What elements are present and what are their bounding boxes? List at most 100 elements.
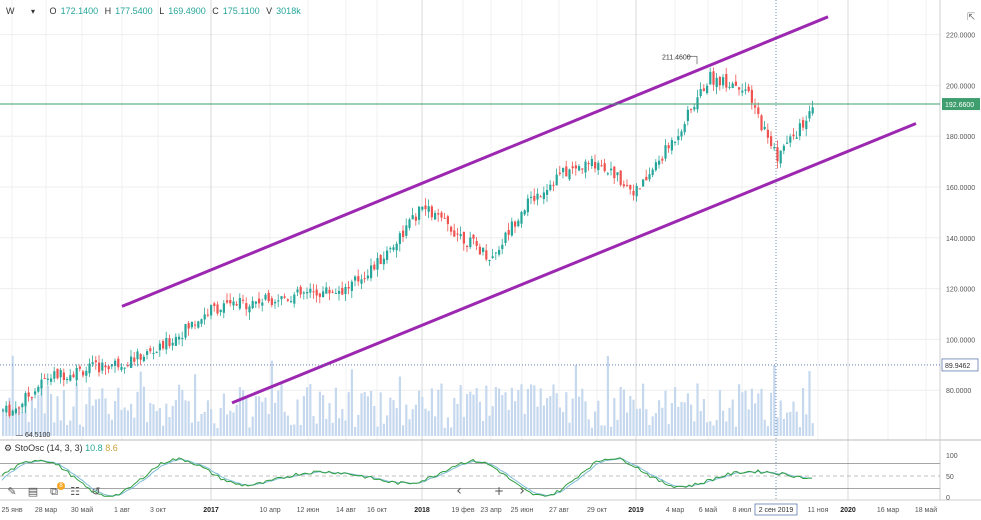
time-axis-label: 2017 bbox=[203, 507, 219, 514]
volume-bar bbox=[494, 387, 497, 436]
volume-bar bbox=[792, 401, 795, 436]
candle-body bbox=[760, 115, 763, 131]
volume-bar bbox=[517, 390, 520, 436]
volume-bar bbox=[549, 396, 552, 436]
volume-bar bbox=[462, 416, 465, 436]
pencil-icon[interactable]: ✎ bbox=[7, 485, 17, 498]
candle-body bbox=[578, 166, 581, 171]
volume-bar bbox=[802, 387, 805, 436]
candle-body bbox=[446, 216, 449, 225]
candle-body bbox=[792, 134, 795, 137]
candle-body bbox=[584, 161, 587, 173]
volume-bar bbox=[677, 406, 680, 436]
candle-body bbox=[219, 309, 222, 313]
osc-scale-label: 50 bbox=[946, 474, 954, 481]
volume-bar bbox=[126, 410, 129, 436]
candle-body bbox=[27, 392, 30, 397]
candle-body bbox=[459, 234, 462, 237]
scroll-left-button[interactable]: ‹ bbox=[456, 483, 462, 499]
volume-bar bbox=[574, 364, 577, 436]
expand-icon[interactable]: ⇱ bbox=[967, 12, 976, 23]
candle-body bbox=[453, 230, 456, 237]
volume-bar bbox=[370, 390, 373, 436]
chevron-down-icon[interactable]: ▾ bbox=[31, 7, 36, 16]
volume-bar bbox=[690, 404, 693, 436]
time-axis-label: 14 авг bbox=[336, 507, 356, 514]
candle-body bbox=[725, 74, 728, 88]
candle-body bbox=[408, 219, 411, 228]
volume-bar bbox=[731, 399, 734, 436]
candle-body bbox=[718, 76, 721, 86]
candle-body bbox=[555, 174, 558, 186]
volume-bar bbox=[181, 389, 184, 436]
volume-bar bbox=[293, 424, 296, 436]
volume-bar bbox=[190, 422, 193, 436]
volume-bar bbox=[146, 422, 149, 436]
volume-bar bbox=[334, 387, 337, 436]
time-axis-label: 2020 bbox=[840, 507, 856, 514]
volume-bar bbox=[584, 401, 587, 436]
undo-icon[interactable]: ↺ bbox=[91, 485, 101, 498]
volume-bar bbox=[478, 401, 481, 436]
volume-bar bbox=[734, 426, 737, 436]
candle-body bbox=[155, 351, 158, 353]
zoom-in-button[interactable]: + bbox=[493, 484, 505, 498]
candle-body bbox=[357, 276, 360, 282]
candle-body bbox=[450, 226, 453, 232]
volume-bar bbox=[590, 427, 593, 436]
candle-body bbox=[18, 407, 21, 409]
candle-body bbox=[686, 109, 689, 121]
volume-bar bbox=[670, 402, 673, 436]
volume-bar bbox=[702, 398, 705, 436]
candle-body bbox=[680, 131, 683, 137]
volume-bar bbox=[187, 401, 190, 436]
volume-bar bbox=[133, 417, 136, 436]
volume-bar bbox=[104, 398, 107, 436]
candle-body bbox=[562, 167, 565, 173]
volume-bar bbox=[158, 408, 161, 436]
candle-body bbox=[427, 206, 430, 212]
volume-bar bbox=[610, 426, 613, 436]
candle-body bbox=[226, 300, 229, 303]
volume-bar bbox=[418, 390, 421, 436]
candle-body bbox=[366, 275, 369, 279]
candle-body bbox=[674, 141, 677, 143]
volume-bar bbox=[578, 396, 581, 436]
candle-body bbox=[142, 356, 145, 362]
symbol-label[interactable]: W bbox=[6, 6, 15, 16]
volume-bar bbox=[350, 369, 353, 436]
candle-body bbox=[696, 97, 699, 110]
volume-bar bbox=[632, 399, 635, 436]
volume-bar bbox=[430, 388, 433, 436]
candle-body bbox=[162, 341, 165, 349]
candle-body bbox=[418, 206, 421, 220]
volume-bar bbox=[526, 388, 529, 436]
oscillator-title: ⚙ StoOsc (14, 3, 3) 10.8 8.6 bbox=[4, 443, 118, 454]
candle-body bbox=[261, 302, 264, 306]
volume-bar bbox=[130, 403, 133, 436]
candle-body bbox=[229, 299, 232, 304]
volume-bar bbox=[254, 396, 257, 436]
volume-bar bbox=[21, 412, 24, 436]
volume-bar bbox=[699, 411, 702, 436]
volume-bar bbox=[366, 396, 369, 436]
settings-icon[interactable]: ☷ bbox=[70, 485, 80, 498]
channel-lower-line bbox=[231, 122, 917, 405]
volume-bar bbox=[424, 408, 427, 436]
volume-bar bbox=[504, 392, 507, 436]
candle-body bbox=[776, 147, 779, 162]
volume-bar bbox=[411, 409, 414, 436]
document-icon[interactable]: ▤ bbox=[27, 485, 39, 498]
time-axis-label: 25 июн bbox=[511, 507, 534, 514]
candle-body bbox=[731, 83, 734, 89]
layers-icon[interactable]: ⧉ bbox=[50, 485, 58, 498]
volume-bar bbox=[14, 409, 17, 436]
candle-body bbox=[568, 169, 571, 180]
candle-body bbox=[290, 301, 293, 303]
settings-gear-icon[interactable]: ⚙ bbox=[4, 443, 13, 453]
candle-body bbox=[40, 379, 43, 389]
candle-body bbox=[779, 150, 782, 164]
scroll-right-button[interactable]: › bbox=[519, 483, 525, 499]
candle-body bbox=[651, 169, 654, 176]
